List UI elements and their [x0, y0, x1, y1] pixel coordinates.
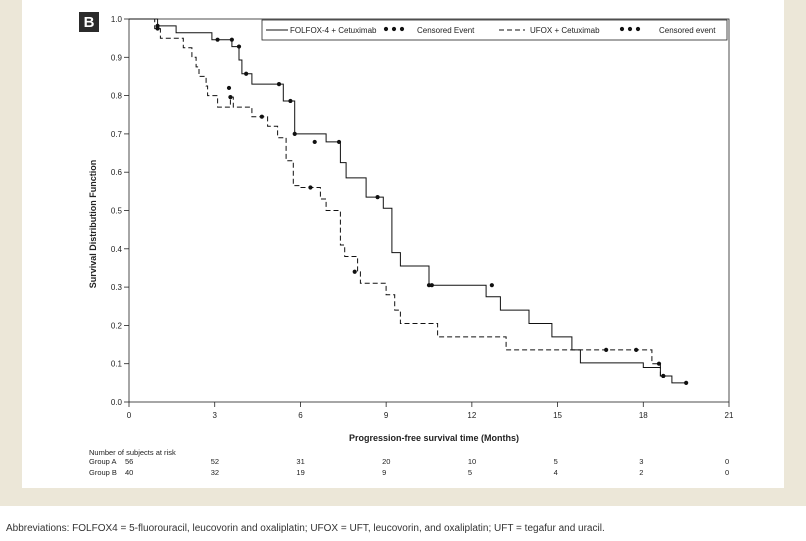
censored-marker: [656, 361, 662, 366]
ufox-cetuximab-curve: [129, 18, 664, 377]
censored-marker: [336, 139, 342, 145]
x-tick-label: 12: [467, 411, 476, 420]
censored-marker: [236, 44, 242, 49]
legend-dot: [391, 26, 397, 32]
survival-chart: 0.0 0.1 0.2 0.3 0.4 0.5 0.6 0.7 0.8 0.9 1.0 0 3 6 9 12 1…: [88, 15, 734, 443]
censored-marker: [155, 26, 160, 31]
risk-group-label: Group A: [89, 457, 117, 466]
censored-marker: [288, 98, 293, 104]
legend-dot: [619, 26, 625, 32]
censored-marker: [604, 347, 609, 353]
x-tick-label: 15: [553, 411, 562, 420]
legend-label-censored-b: Censored event: [659, 26, 716, 35]
censored-marker: [684, 380, 689, 385]
risk-count: 56: [125, 457, 134, 466]
risk-count: 0: [725, 457, 730, 466]
y-tick-label: 0.3: [111, 283, 123, 292]
y-tick-label: 0.8: [111, 92, 123, 101]
x-tick-label: 0: [127, 411, 132, 420]
risk-table-title: Number of subjects at risk: [89, 448, 176, 457]
x-tick-label: 9: [384, 411, 389, 420]
y-tick-label: 0.1: [111, 360, 123, 369]
legend-label-ufox: UFOX + Cetuximab: [530, 26, 600, 35]
y-tick-label: 0.2: [111, 321, 123, 330]
risk-count: 0: [725, 468, 730, 477]
risk-count: 32: [210, 468, 220, 477]
plot-frame: [128, 18, 730, 403]
risk-count: 19: [296, 468, 305, 477]
risk-count: 4: [553, 468, 558, 477]
legend-label-censored-a: Censored Event: [417, 26, 475, 35]
risk-count: 9: [382, 468, 387, 477]
censored-marker: [228, 95, 233, 100]
y-tick-label: 0.6: [111, 168, 123, 177]
risk-count: 5: [467, 468, 473, 477]
risk-count: 31: [296, 457, 305, 466]
censored-marker: [352, 269, 357, 274]
legend-dot: [627, 26, 633, 32]
risk-count: 3: [639, 457, 644, 466]
risk-count: 2: [639, 468, 644, 477]
legend-dot: [635, 26, 641, 32]
x-tick-label: 3: [212, 411, 217, 420]
y-tick-label: 1.0: [111, 15, 123, 24]
risk-group-label: Group B: [89, 468, 117, 477]
censored-marker: [375, 194, 380, 200]
y-tick-label: 0.9: [111, 53, 123, 62]
panel-label: B: [79, 12, 99, 32]
risk-count: 40: [125, 468, 134, 477]
censored-marker: [634, 347, 639, 353]
censored-marker: [244, 71, 249, 76]
censored-marker: [292, 131, 297, 136]
legend-dot: [383, 26, 389, 32]
censored-marker: [276, 82, 282, 87]
censored-marker: [489, 283, 494, 288]
risk-count: 20: [382, 457, 391, 466]
risk-count: 52: [210, 457, 220, 466]
legend-dot: [399, 26, 405, 32]
chart-curves: [129, 18, 689, 385]
legend-box: [261, 19, 728, 41]
legend-label-folfox4: FOLFOX-4 + Cetuximab: [290, 26, 377, 35]
censored-marker: [661, 373, 666, 379]
censored-marker: [229, 37, 234, 42]
figure-panel: [22, 0, 784, 488]
x-tick-label: 21: [725, 411, 734, 420]
chart-axes: 0.0 0.1 0.2 0.3 0.4 0.5 0.6 0.7 0.8 0.9 1.0 0 3 6 9 12 1…: [111, 15, 734, 420]
y-tick-label: 0.5: [111, 207, 123, 216]
risk-count: 5: [553, 457, 558, 466]
y-tick-label: 0.4: [111, 245, 123, 254]
folfox4-cetuximab-curve: [129, 18, 687, 384]
y-tick-label: 0.0: [111, 398, 123, 407]
x-tick-label: 18: [639, 411, 648, 420]
censored-marker: [259, 114, 264, 119]
censored-marker: [226, 85, 232, 91]
censored-marker: [429, 283, 434, 288]
y-tick-label: 0.7: [111, 130, 123, 139]
x-tick-label: 6: [298, 411, 303, 420]
x-axis-label: Progression-free survival time (Months): [349, 433, 519, 443]
censored-marker: [215, 37, 220, 42]
chart-legend: FOLFOX-4 + Cetuximab Censored Event UFOX +…: [261, 19, 728, 41]
y-axis-label: Survival Distribution Function: [88, 160, 98, 289]
risk-count: 10: [467, 457, 477, 466]
footnote: Abbreviations: FOLFOX4 = 5-fluorouracil,…: [6, 523, 605, 534]
censored-marker: [308, 185, 313, 190]
censored-marker: [312, 139, 317, 145]
